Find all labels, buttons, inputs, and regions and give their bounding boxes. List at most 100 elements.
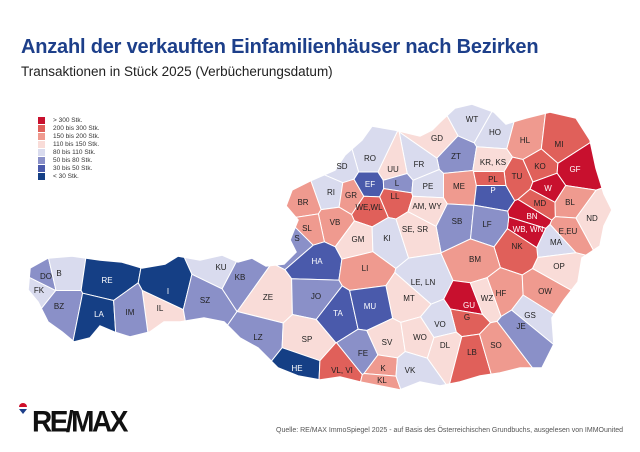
district-label: AM, WY <box>412 202 442 211</box>
district-label: ZT <box>451 152 461 161</box>
district-label: IL <box>157 304 164 313</box>
district-label: HA <box>311 257 323 266</box>
district-label: SZ <box>200 296 210 305</box>
legend-label: 80 bis 110 Stk. <box>53 148 96 156</box>
district-label: VB <box>330 218 341 227</box>
legend-swatch <box>38 157 45 165</box>
district-label: TU <box>512 172 523 181</box>
legend-swatch <box>38 173 45 181</box>
legend-label: > 300 Stk. <box>53 116 83 124</box>
district-label: L <box>395 179 400 188</box>
district-label: WZ <box>481 294 494 303</box>
district-label: KI <box>383 234 391 243</box>
source-note: Quelle: RE/MAX ImmoSpiegel 2025 - auf Ba… <box>276 427 624 434</box>
legend-label: < 30 Stk. <box>53 173 79 181</box>
district-label: I <box>167 287 169 296</box>
district-label: GF <box>569 165 580 174</box>
district-label: ZE <box>263 293 273 302</box>
district-label: WE,WL <box>355 203 383 212</box>
legend-swatch <box>38 165 45 173</box>
district-label: HL <box>520 136 531 145</box>
legend-item: 80 bis 110 Stk. <box>38 148 100 156</box>
legend-label: 50 bis 80 Stk. <box>53 157 93 165</box>
district-label: ME <box>453 182 465 191</box>
country-border <box>27 103 613 391</box>
district-label: VL, VI <box>331 366 353 375</box>
legend-item: < 30 Stk. <box>38 173 100 181</box>
district-label: JE <box>516 322 525 331</box>
district-label: OP <box>553 262 565 271</box>
district-mi[interactable] <box>540 0 640 164</box>
district-label: GR <box>345 191 357 200</box>
district-label: TA <box>333 309 343 318</box>
district-label: BN <box>526 212 537 221</box>
district-label: W <box>544 184 552 193</box>
district-label: E,EU <box>559 227 578 236</box>
district-label: SV <box>382 338 393 347</box>
district-label: KL <box>377 376 387 385</box>
legend-item: 50 bis 80 Stk. <box>38 156 100 165</box>
remax-logo: RE/MAX <box>18 402 128 438</box>
district-sd[interactable] <box>150 0 360 184</box>
district-label: MU <box>364 302 377 311</box>
district-label: MD <box>534 199 547 208</box>
district-label: PE <box>423 182 434 191</box>
page-subtitle: Transaktionen in Stück 2025 (Verbücherun… <box>21 64 333 79</box>
district-ku[interactable] <box>141 85 252 290</box>
district-label: GM <box>352 235 365 244</box>
legend-label: 150 bis 200 Stk. <box>53 132 100 140</box>
district-label: DL <box>440 341 451 350</box>
district-label: KO <box>534 162 546 171</box>
district-label: RI <box>327 188 335 197</box>
district-label: GD <box>431 134 443 143</box>
district-label: B <box>56 269 61 278</box>
district-ro[interactable] <box>308 0 399 173</box>
district-i[interactable] <box>137 190 193 311</box>
district-label: HF <box>496 289 507 298</box>
district-label: ND <box>586 214 598 223</box>
district-label: HO <box>489 128 501 137</box>
district-label: VO <box>434 320 446 329</box>
district-label: EF <box>365 180 375 189</box>
balloon-icon <box>19 403 27 414</box>
legend-label: 110 bis 150 Stk. <box>53 140 100 148</box>
district-label: LI <box>362 264 369 273</box>
district-label: PL <box>488 175 498 184</box>
district-label: LL <box>391 192 400 201</box>
district-lz[interactable] <box>170 310 284 452</box>
district-label: RE <box>101 276 112 285</box>
district-label: LZ <box>253 333 262 342</box>
legend-swatch <box>38 148 45 156</box>
district-label: P <box>490 186 495 195</box>
district-label: LE, LN <box>411 278 436 287</box>
district-fk[interactable] <box>0 261 57 362</box>
legend-swatch <box>38 124 45 132</box>
district-label: FR <box>414 160 425 169</box>
map-legend: > 300 Stk. 200 bis 300 Stk. 150 bis 200 St… <box>38 116 100 181</box>
legend-item: 110 bis 150 Stk. <box>38 140 100 148</box>
district-label: WT <box>466 115 479 124</box>
district-b[interactable] <box>0 0 121 291</box>
district-label: KB <box>235 273 246 282</box>
district-label: SE, SR <box>402 225 428 234</box>
district-label: HE <box>291 364 302 373</box>
district-label: GS <box>524 311 536 320</box>
page-title: Anzahl der verkauften Einfamilienhäuser … <box>21 36 539 58</box>
district-label: FE <box>358 349 368 358</box>
district-label: UU <box>387 165 399 174</box>
district-vk[interactable] <box>395 350 468 452</box>
legend-item: 150 bis 200 Stk. <box>38 132 100 140</box>
district-label: MT <box>403 294 415 303</box>
district-label: MI <box>555 140 564 149</box>
district-label: JO <box>311 292 321 301</box>
district-wo[interactable] <box>400 316 435 359</box>
district-do[interactable] <box>0 48 57 292</box>
district-br[interactable] <box>110 0 322 220</box>
district-label: WO <box>413 333 427 342</box>
legend-label: 30 bis 50 Stk. <box>53 165 93 173</box>
district-label: GU <box>463 301 475 310</box>
district-label: SB <box>452 217 463 226</box>
legend-swatch <box>38 116 45 124</box>
district-label: NK <box>511 242 523 251</box>
